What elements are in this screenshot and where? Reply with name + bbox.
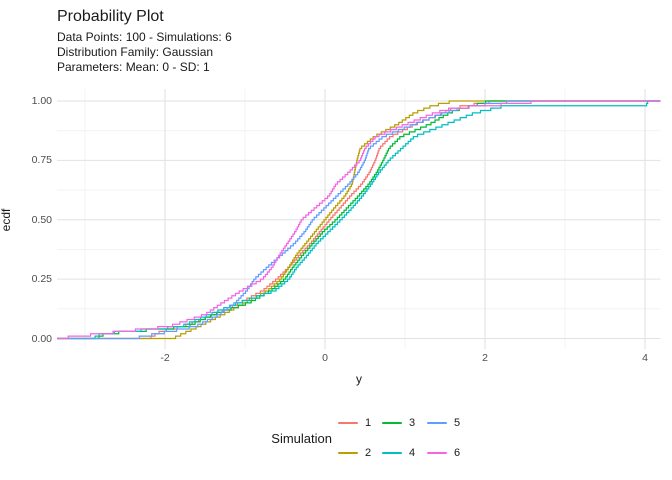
legend-key-line-4 xyxy=(382,452,402,454)
x-tick-label: 0 xyxy=(322,352,328,364)
legend-key-line-1 xyxy=(338,422,358,424)
legend-entry-label: 4 xyxy=(409,447,416,459)
ecdf-curve-6 xyxy=(57,100,661,340)
ecdf-curve-5 xyxy=(57,100,661,340)
legend-key-line-5 xyxy=(427,422,447,424)
subtitle-line: Data Points: 100 - Simulations: 6 xyxy=(57,30,232,44)
ecdf-curve-4 xyxy=(57,100,661,340)
legend-title: Simulation xyxy=(271,431,332,446)
plot-subtitle: Data Points: 100 - Simulations: 6 Distrib… xyxy=(57,30,232,75)
legend-entry-label: 1 xyxy=(365,417,372,429)
plot-title: Probability Plot xyxy=(57,8,164,25)
y-tick-label: 0.00 xyxy=(31,332,52,345)
legend-key-line-6 xyxy=(427,452,447,454)
legend-entry-label: 2 xyxy=(365,447,372,459)
legend-key-line-2 xyxy=(338,452,358,454)
subtitle-line: Distribution Family: Gaussian xyxy=(57,45,214,59)
y-tick-label: 0.75 xyxy=(31,154,52,167)
y-tick-label: 0.25 xyxy=(31,273,52,286)
ecdf-curve-2 xyxy=(57,100,661,340)
legend-entry-label: 6 xyxy=(454,447,461,459)
y-tick-label: 0.50 xyxy=(31,213,52,226)
x-tick-label: 2 xyxy=(482,352,488,364)
ecdf-curve-1 xyxy=(57,100,661,340)
legend-entry-label: 5 xyxy=(454,417,461,429)
y-tick-label: 1.00 xyxy=(31,95,52,107)
x-tick-label: -2 xyxy=(160,352,170,364)
legend-key-line-3 xyxy=(382,422,402,424)
x-tick-label: 4 xyxy=(642,352,648,364)
subtitle-line: Parameters: Mean: 0 - SD: 1 xyxy=(57,60,210,74)
legend-entry-label: 3 xyxy=(409,417,416,429)
ecdf-curve-3 xyxy=(57,100,661,340)
x-axis-title: y xyxy=(356,372,362,386)
